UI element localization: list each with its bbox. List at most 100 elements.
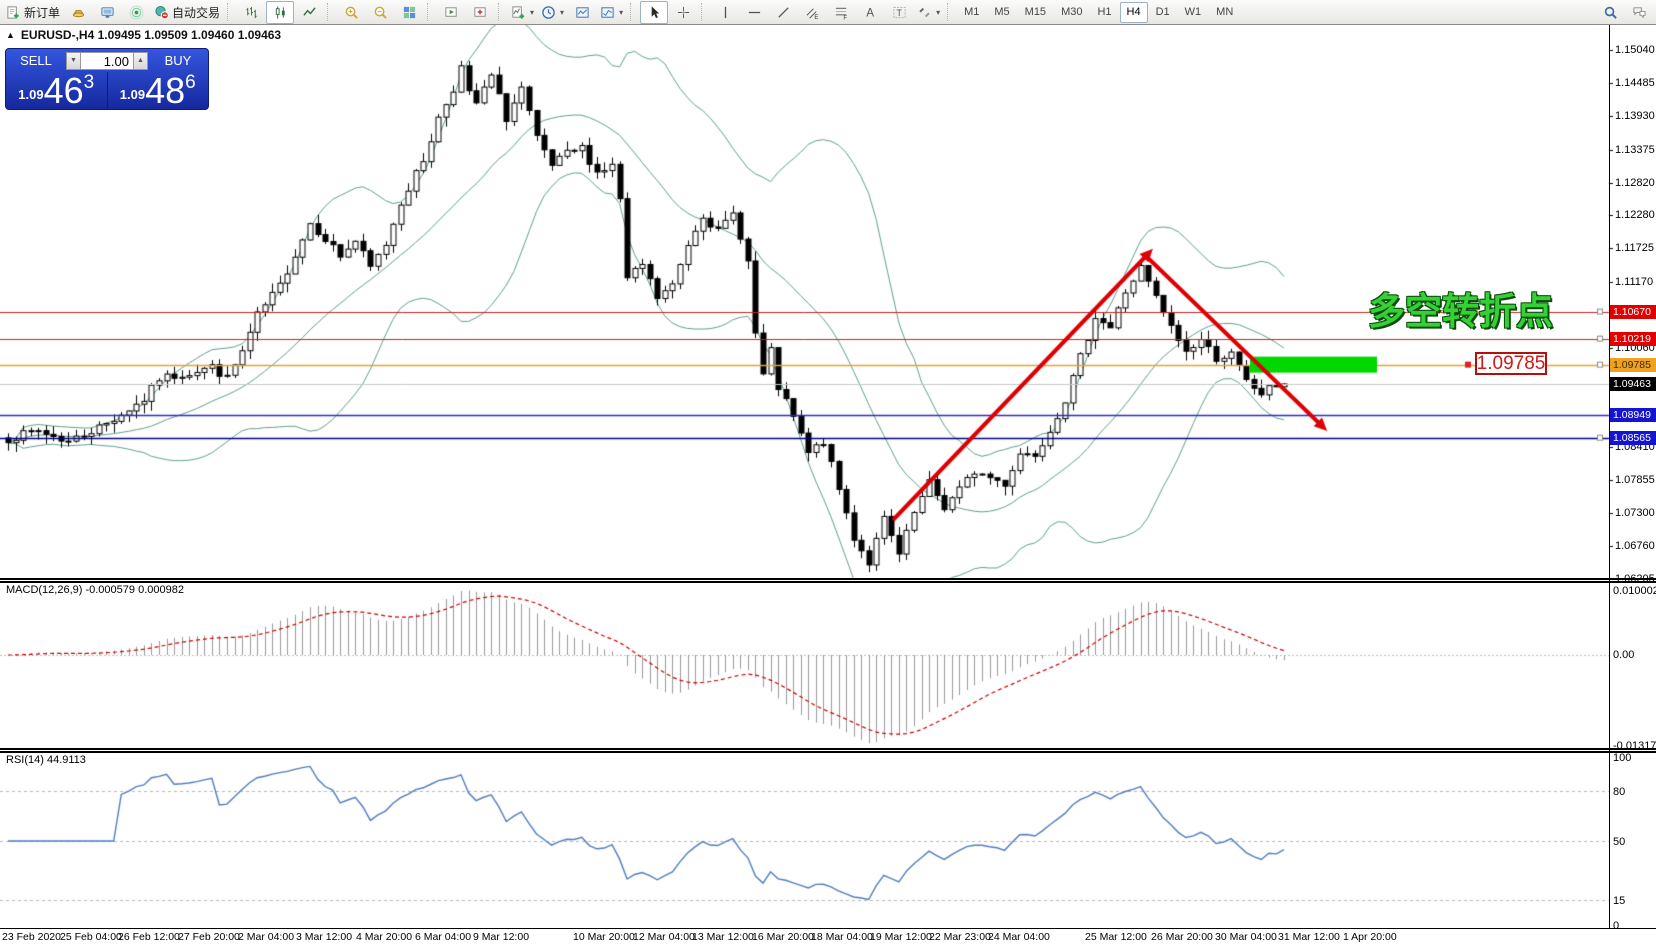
profiles-icon-glyph [473, 5, 488, 20]
chart-title: ▲ EURUSD-,H4 1.09495 1.09509 1.09460 1.0… [6, 28, 281, 42]
time-tick-label: 10 Mar 20:00 [573, 931, 635, 943]
time-tick-label: 27 Feb 20:00 [178, 931, 240, 943]
new-order-button-label: 新订单 [24, 5, 61, 20]
bar-chart-type-icon-glyph [244, 5, 259, 20]
timeframe-d1[interactable]: D1 [1155, 6, 1170, 18]
price-tick-label: 1.12280 [1615, 209, 1655, 222]
volume-increase-button[interactable]: ▲ [133, 51, 148, 70]
timeframe-h4[interactable]: H4 [1119, 1, 1148, 23]
time-tick-label: 16 Mar 20:00 [752, 931, 814, 943]
rsi-scale-label: 80 [1613, 785, 1626, 798]
volume-decrease-button[interactable]: ▼ [66, 51, 81, 70]
dropdown-arrow-icon[interactable]: ▾ [560, 7, 565, 17]
periods-icon-glyph [541, 5, 556, 20]
periods-icon[interactable]: ▾ [538, 1, 567, 24]
horizontal-line-icon[interactable] [740, 1, 768, 24]
trendline-icon[interactable] [769, 1, 797, 24]
rsi-label: RSI(14) 44.9113 [6, 754, 86, 766]
chat-icon[interactable] [1625, 1, 1653, 24]
equidistant-channel-icon[interactable]: E [798, 1, 826, 24]
time-tick-label: 6 Mar 04:00 [415, 931, 472, 943]
price-tick-label: 1.07300 [1615, 507, 1655, 520]
pane-divider-macd[interactable] [0, 578, 1656, 583]
tile-windows-icon[interactable] [395, 1, 423, 24]
candlestick-type-icon[interactable] [266, 0, 295, 24]
zoom-in-icon-glyph [344, 5, 359, 20]
autotrading-button[interactable]: 自动交易 [151, 1, 223, 24]
bar-chart-type-icon[interactable] [237, 1, 265, 24]
price-tag-1.08949: 1.08949 [1610, 407, 1656, 422]
market-gold-icon-glyph [71, 5, 86, 20]
text-icon[interactable]: A [856, 1, 884, 24]
cursor-icon-glyph [647, 5, 662, 20]
timeframe-m5[interactable]: M5 [994, 6, 1010, 18]
time-tick-label: 12 Mar 04:00 [633, 931, 695, 943]
timeframe-h1[interactable]: H1 [1097, 6, 1112, 18]
new-order-button[interactable]: 新订单 [3, 1, 63, 24]
template-dropdown-icon[interactable]: ▾ [597, 1, 626, 24]
time-tick-label: 22 Mar 23:00 [929, 931, 991, 943]
buy-price-button[interactable]: 1.09 48 6 [108, 72, 209, 109]
time-tick-label: 25 Feb 04:00 [60, 931, 122, 943]
toolbar-separator [427, 3, 433, 21]
line-chart-type-icon[interactable] [295, 1, 323, 24]
macd-scale-label: 0.010002 [1613, 585, 1656, 597]
time-tick-label: 9 Mar 12:00 [473, 931, 530, 943]
price-tick-label: 1.14485 [1615, 77, 1655, 90]
price-callout-box: 1.09785 [1475, 352, 1547, 375]
sell-price-button[interactable]: 1.09 46 3 [6, 72, 107, 109]
timeframe-mn[interactable]: MN [1216, 6, 1234, 18]
chart-window: ▲ EURUSD-,H4 1.09495 1.09509 1.09460 1.0… [0, 25, 1656, 944]
timeframe-m1[interactable]: M1 [964, 6, 980, 18]
indicators-icon[interactable]: ▾ [508, 1, 537, 24]
terminal-icon[interactable] [93, 1, 121, 24]
time-tick-label: 26 Mar 20:00 [1151, 931, 1213, 943]
price-tick-label: 1.12820 [1615, 176, 1655, 189]
dropdown-arrow-icon[interactable]: ▾ [936, 7, 941, 17]
chart-title-text: EURUSD-,H4 1.09495 1.09509 1.09460 1.094… [20, 28, 282, 42]
time-tick-label: 13 Mar 12:00 [692, 931, 754, 943]
timeframe-m30[interactable]: M30 [1061, 6, 1083, 18]
templates-icon[interactable] [568, 1, 596, 24]
crosshair-icon[interactable] [669, 1, 697, 24]
time-tick-label: 31 Mar 12:00 [1278, 931, 1340, 943]
search-icon[interactable] [1596, 1, 1624, 24]
fibonacci-icon[interactable]: F [827, 1, 855, 24]
profiles-icon[interactable] [466, 1, 494, 24]
toolbar-separator [327, 3, 333, 21]
time-tick-label: 18 Mar 04:00 [811, 931, 873, 943]
vertical-line-icon-glyph [718, 5, 733, 20]
text-label-icon[interactable]: T [885, 1, 913, 24]
toolbar-separator [947, 3, 953, 21]
cursor-icon[interactable] [640, 0, 669, 24]
signals-icon[interactable] [122, 1, 150, 24]
sell-button[interactable]: SELL [20, 53, 52, 68]
dropdown-arrow-icon[interactable]: ▾ [619, 7, 624, 17]
annotation-text: 多空转折点 [1368, 292, 1553, 333]
autotrading-icon [154, 5, 169, 20]
new-chart-icon[interactable] [437, 1, 465, 24]
zoom-in-icon[interactable] [337, 1, 365, 24]
chart-canvas[interactable] [0, 25, 1656, 944]
arrows-tool-icon[interactable]: ▾ [914, 1, 943, 24]
buy-button[interactable]: BUY [164, 53, 192, 68]
one-click-trading-panel: SELL ▼ 1.00 ▲ BUY 1.09 46 3 1.09 48 6 [5, 48, 209, 110]
fibonacci-icon-glyph: F [834, 5, 849, 20]
volume-input[interactable]: 1.00 [81, 51, 133, 70]
timeframe-w1[interactable]: W1 [1184, 6, 1202, 18]
symbol-marker-icon: ▲ [6, 30, 15, 40]
zoom-out-icon[interactable] [366, 1, 394, 24]
time-tick-label: 24 Mar 04:00 [988, 931, 1050, 943]
price-tag-1.10670: 1.10670 [1610, 304, 1656, 319]
price-tick-label: 1.15040 [1615, 44, 1655, 56]
vertical-line-icon[interactable] [711, 1, 739, 24]
templates-icon-glyph [575, 5, 590, 20]
zoom-out-icon-glyph [373, 5, 388, 20]
market-gold-icon[interactable] [64, 1, 92, 24]
pane-divider-rsi[interactable] [0, 748, 1656, 753]
timeframe-m15[interactable]: M15 [1024, 6, 1047, 18]
indicators-icon-glyph [511, 5, 526, 20]
signals-icon-glyph [129, 5, 144, 20]
dropdown-arrow-icon[interactable]: ▾ [530, 7, 535, 17]
